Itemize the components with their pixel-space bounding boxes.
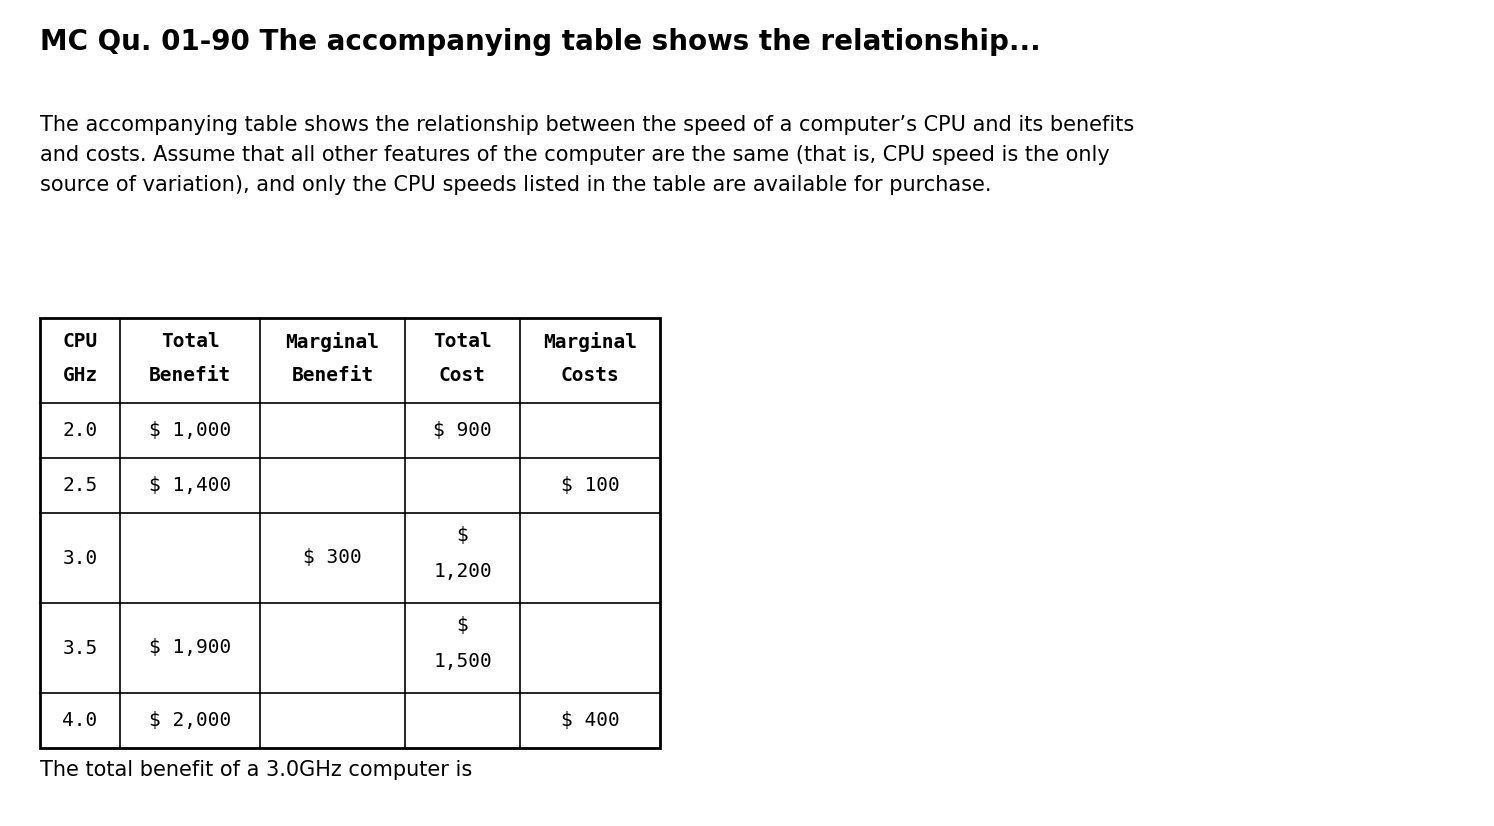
- Text: $ 1,400: $ 1,400: [149, 476, 232, 495]
- Text: CPU: CPU: [63, 332, 97, 351]
- Text: $ 2,000: $ 2,000: [149, 711, 232, 730]
- Text: 2.0: 2.0: [63, 421, 97, 440]
- Bar: [40, 318, 660, 748]
- Text: 2.5: 2.5: [63, 476, 97, 495]
- Text: Marginal: Marginal: [542, 332, 636, 352]
- Text: Costs: Costs: [560, 366, 620, 385]
- Text: $ 1,000: $ 1,000: [149, 421, 232, 440]
- Text: and costs. Assume that all other features of the computer are the same (that is,: and costs. Assume that all other feature…: [40, 145, 1110, 165]
- Text: Benefit: Benefit: [149, 366, 232, 385]
- Text: $ 300: $ 300: [303, 548, 362, 567]
- Text: The total benefit of a 3.0GHz computer is: The total benefit of a 3.0GHz computer i…: [40, 760, 472, 780]
- Text: $ 1,900: $ 1,900: [149, 638, 232, 657]
- Text: Total: Total: [433, 332, 492, 351]
- Text: Benefit: Benefit: [291, 366, 374, 385]
- Text: 1,500: 1,500: [433, 652, 492, 671]
- Text: The accompanying table shows the relationship between the speed of a computer’s : The accompanying table shows the relatio…: [40, 115, 1134, 135]
- Text: $ 100: $ 100: [560, 476, 620, 495]
- Text: Marginal: Marginal: [285, 332, 379, 352]
- Text: source of variation), and only the CPU speeds listed in the table are available : source of variation), and only the CPU s…: [40, 175, 992, 195]
- Text: $: $: [457, 616, 469, 635]
- Text: Total: Total: [161, 332, 220, 351]
- Text: MC Qu. 01-90 The accompanying table shows the relationship...: MC Qu. 01-90 The accompanying table show…: [40, 28, 1041, 56]
- Text: 3.0: 3.0: [63, 548, 97, 567]
- Text: $ 400: $ 400: [560, 711, 620, 730]
- Text: $ 900: $ 900: [433, 421, 492, 440]
- Text: GHz: GHz: [63, 366, 97, 385]
- Text: 1,200: 1,200: [433, 562, 492, 581]
- Text: 3.5: 3.5: [63, 638, 97, 657]
- Text: $: $: [457, 526, 469, 545]
- Text: Cost: Cost: [439, 366, 486, 385]
- Text: 4.0: 4.0: [63, 711, 97, 730]
